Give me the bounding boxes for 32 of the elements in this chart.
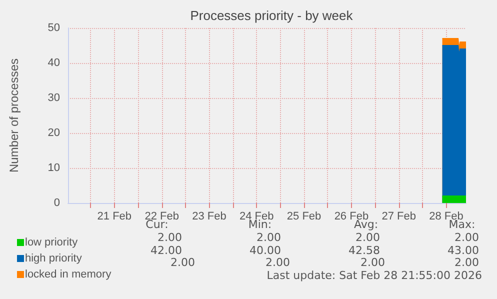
text: 2.00 xyxy=(360,256,385,269)
text: 2.00 xyxy=(266,256,290,269)
text: 43.00 xyxy=(448,244,479,257)
y-tick-label: 10 xyxy=(48,162,60,174)
legend-label: high priority xyxy=(25,252,82,264)
y-tick-label: 0 xyxy=(54,197,60,209)
text: 42.00 xyxy=(150,244,182,257)
text: Max: xyxy=(448,218,476,231)
y-tick-label: 50 xyxy=(48,22,60,34)
x-tick-label: 25 Feb xyxy=(286,210,322,222)
text: Cur: xyxy=(146,218,168,231)
text: 2.00 xyxy=(356,231,380,244)
x-tick-label: 27 Feb xyxy=(382,210,416,222)
chart-title: Processes priority - by week xyxy=(190,8,354,23)
x-tick-label: 21 Feb xyxy=(97,210,132,222)
text: 42.58 xyxy=(348,244,380,257)
text: 2.00 xyxy=(454,256,479,269)
text: 2.00 xyxy=(454,231,479,244)
y-tick-label: 20 xyxy=(48,127,60,139)
x-tick-label: 23 Feb xyxy=(192,210,226,222)
text: 40.00 xyxy=(250,244,281,257)
text: 2.00 xyxy=(158,231,182,244)
text: Min: xyxy=(248,218,272,231)
text: 2.00 xyxy=(256,231,281,244)
legend-label: locked in memory xyxy=(25,268,112,280)
y-axis-title: Number of processes xyxy=(7,58,21,173)
text: Last update: Sat Feb 28 21:55:00 2026 xyxy=(266,269,482,282)
text: 2.00 xyxy=(170,256,195,269)
text: Avg: xyxy=(354,218,378,231)
y-tick-label: 40 xyxy=(48,57,60,69)
legend-label: low priority xyxy=(25,236,78,248)
y-tick-label: 30 xyxy=(48,92,60,104)
